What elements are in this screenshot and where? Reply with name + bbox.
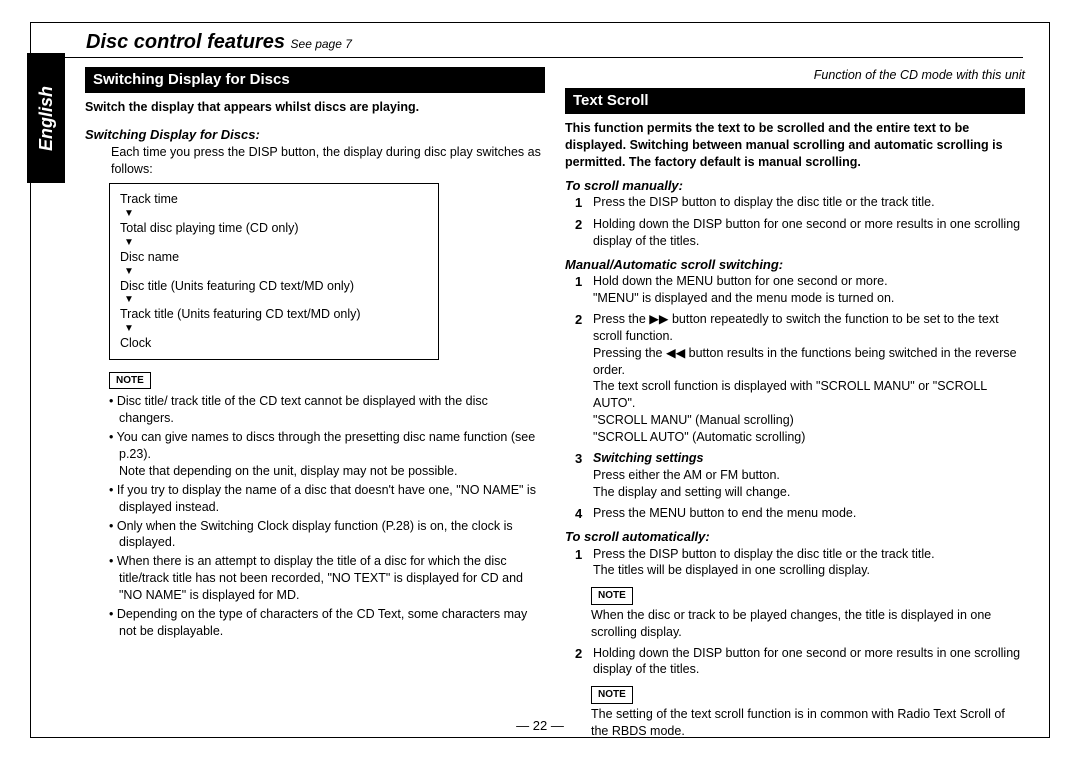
page-number: — 22 — <box>31 718 1049 733</box>
sub-manual-auto: Manual/Automatic scroll switching: <box>565 256 1025 274</box>
sub-scroll-auto: To scroll automatically: <box>565 528 1025 546</box>
page-title-ref: See page 7 <box>291 37 352 51</box>
step-item: 2Press the ▶▶ button repeatedly to switc… <box>575 311 1025 446</box>
note-badge: NOTE <box>591 587 633 605</box>
step-text: Switching settings Press either the AM or… <box>593 450 1025 501</box>
steps-auto-2: 2Holding down the DISP button for one se… <box>575 645 1025 679</box>
down-arrow-icon: ▼ <box>124 267 428 277</box>
flow-item: Track title (Units featuring CD text/MD … <box>120 305 428 324</box>
step-number: 3 <box>575 450 593 501</box>
page-title: Disc control features <box>86 31 285 53</box>
language-tab: English <box>27 53 65 183</box>
step-item: 1Press the DISP button to display the di… <box>575 546 1025 580</box>
left-intro: Switch the display that appears whilst d… <box>85 99 545 116</box>
step-number: 2 <box>575 645 593 679</box>
note-text: When the disc or track to be played chan… <box>591 607 1025 641</box>
step-text: Holding down the DISP button for one sec… <box>593 645 1025 679</box>
left-notes-list: Disc title/ track title of the CD text c… <box>109 393 545 639</box>
down-arrow-icon: ▼ <box>124 238 428 248</box>
flow-item: Disc name <box>120 248 428 267</box>
step-item: 2Holding down the DISP button for one se… <box>575 645 1025 679</box>
title-underline <box>63 57 1023 58</box>
flow-item: Total disc playing time (CD only) <box>120 219 428 238</box>
section-header-switching: Switching Display for Discs <box>85 67 545 93</box>
note-item: Disc title/ track title of the CD text c… <box>109 393 545 427</box>
step-text: Holding down the DISP button for one sec… <box>593 216 1025 250</box>
language-label: English <box>36 85 57 150</box>
right-intro: This function permits the text to be scr… <box>565 120 1025 171</box>
step-number: 2 <box>575 216 593 250</box>
step-item: 1Press the DISP button to display the di… <box>575 194 1025 212</box>
flow-item: Clock <box>120 334 428 353</box>
step-number: 1 <box>575 546 593 580</box>
step-subheading: Switching settings <box>593 451 703 465</box>
left-body1: Each time you press the DISP button, the… <box>111 144 545 178</box>
down-arrow-icon: ▼ <box>124 209 428 219</box>
steps-auto: 1Press the DISP button to display the di… <box>575 546 1025 580</box>
note-item: Only when the Switching Clock display fu… <box>109 518 545 552</box>
display-flow-box: Track time ▼ Total disc playing time (CD… <box>109 183 439 360</box>
step-text: Press the MENU button to end the menu mo… <box>593 505 1025 523</box>
step-number: 2 <box>575 311 593 446</box>
note-item: If you try to display the name of a disc… <box>109 482 545 516</box>
note-badge: NOTE <box>591 686 633 704</box>
left-column: Switching Display for Discs Switch the d… <box>85 67 545 642</box>
step-item: 1Hold down the MENU button for one secon… <box>575 273 1025 307</box>
flow-item: Track time <box>120 190 428 209</box>
flow-item: Disc title (Units featuring CD text/MD o… <box>120 277 428 296</box>
note-item: You can give names to discs through the … <box>109 429 545 480</box>
step-number: 1 <box>575 194 593 212</box>
section-header-textscroll: Text Scroll <box>565 88 1025 114</box>
right-column: Function of the CD mode with this unit T… <box>565 67 1025 744</box>
note-item: Depending on the type of characters of t… <box>109 606 545 640</box>
step-text: Press the DISP button to display the dis… <box>593 194 1025 212</box>
steps-switch: 1Hold down the MENU button for one secon… <box>575 273 1025 522</box>
step-number: 4 <box>575 505 593 523</box>
down-arrow-icon: ▼ <box>124 295 428 305</box>
down-arrow-icon: ▼ <box>124 324 428 334</box>
sub-scroll-manually: To scroll manually: <box>565 177 1025 195</box>
steps-manual: 1Press the DISP button to display the di… <box>575 194 1025 249</box>
step-item: 3Switching settings Press either the AM o… <box>575 450 1025 501</box>
step-number: 1 <box>575 273 593 307</box>
note-item: When there is an attempt to display the … <box>109 553 545 604</box>
step-text: Hold down the MENU button for one second… <box>593 273 1025 307</box>
step-text: Press the ▶▶ button repeatedly to switch… <box>593 311 1025 446</box>
left-subheading: Switching Display for Discs: <box>85 126 545 144</box>
step-body: Press either the AM or FM button. The di… <box>593 468 790 499</box>
note-badge: NOTE <box>109 372 151 390</box>
step-text: Press the DISP button to display the dis… <box>593 546 1025 580</box>
cd-mode-note: Function of the CD mode with this unit <box>565 67 1025 84</box>
page-title-row: Disc control features See page 7 <box>86 31 352 54</box>
manual-page: English Disc control features See page 7… <box>30 22 1050 738</box>
step-item: 2Holding down the DISP button for one se… <box>575 216 1025 250</box>
step-item: 4Press the MENU button to end the menu m… <box>575 505 1025 523</box>
